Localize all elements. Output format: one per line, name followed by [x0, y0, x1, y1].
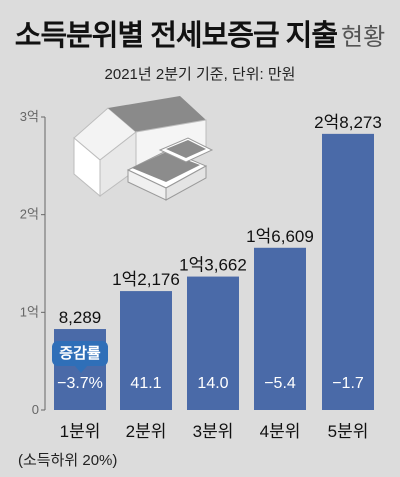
change-rate-label: −3.7%	[57, 375, 103, 392]
category-label: 1분위	[60, 422, 101, 441]
y-tick-label: 3억	[20, 109, 39, 124]
y-tick-label: 0	[32, 402, 39, 417]
bar-value-label: 1억3,662	[179, 256, 247, 275]
category-label: 4분위	[260, 422, 301, 441]
bar-value-label: 1억2,176	[112, 270, 180, 289]
bar-value-label: 1억6,609	[246, 227, 314, 246]
footnote: (소득하위 20%)	[18, 452, 118, 469]
change-rate-label: −1.7	[332, 375, 364, 392]
bar-value-label: 8,289	[59, 308, 102, 327]
category-label: 2분위	[126, 422, 167, 441]
category-label: 3분위	[193, 422, 234, 441]
house-icon	[73, 96, 214, 201]
chart-title: 소득분위별 전세보증금 지출	[14, 20, 338, 52]
change-rate-label: 14.0	[197, 375, 228, 392]
chart-title-suffix: 현황	[341, 24, 386, 51]
change-rate-label: −5.4	[264, 375, 296, 392]
bar-value-label: 2억8,273	[314, 113, 382, 132]
y-tick-label: 1억	[20, 304, 39, 319]
bar	[254, 247, 306, 410]
bar	[322, 133, 374, 410]
chart-subtitle: 2021년 2분기 기준, 단위: 만원	[104, 66, 296, 83]
change-rate-label: 41.1	[130, 375, 161, 392]
chart-title-row: 소득분위별 전세보증금 지출 현황	[0, 12, 400, 54]
y-tick-label: 2억	[20, 207, 39, 222]
bar	[120, 291, 172, 410]
bar	[187, 276, 239, 410]
change-rate-badge: 증감률	[52, 341, 108, 373]
category-label: 5분위	[328, 422, 369, 441]
